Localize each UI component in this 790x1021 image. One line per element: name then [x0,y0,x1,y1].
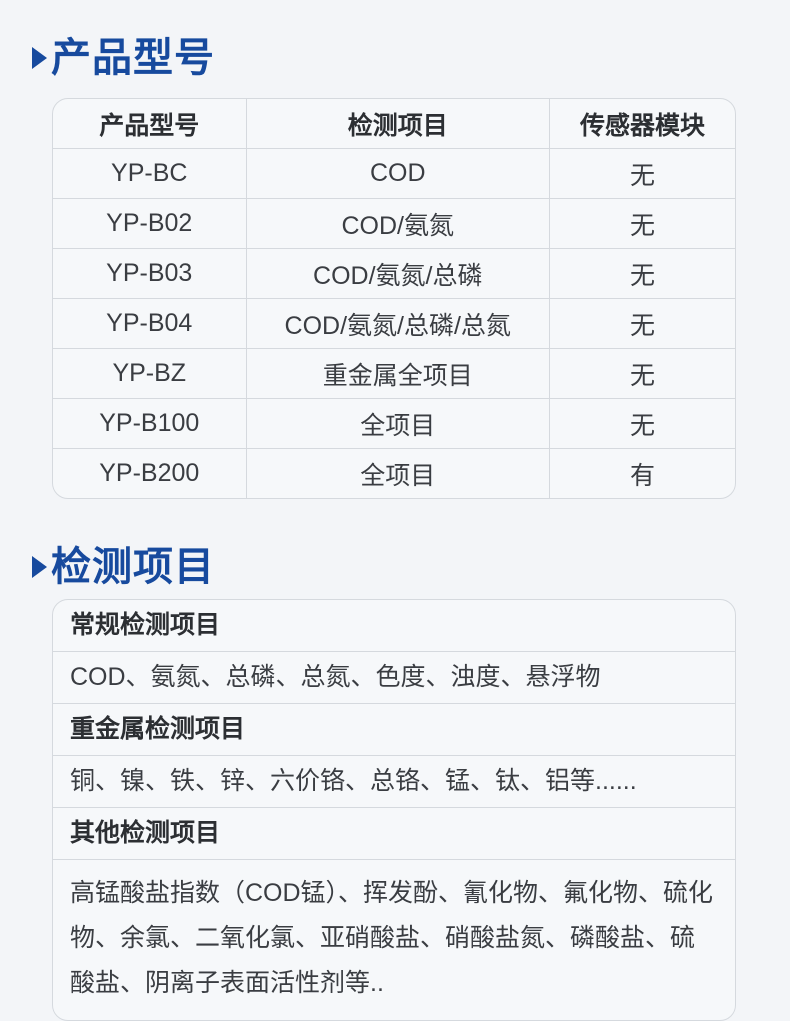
table-row: YP-BZ 重金属全项目 无 [53,348,735,399]
sensor-cell: 无 [549,198,735,249]
table-row: YP-B100 全项目 无 [53,398,735,449]
detection-cell: 全项目 [246,398,550,449]
column-header-model: 产品型号 [53,99,247,149]
table-row: YP-B200 全项目 有 [53,448,735,498]
model-cell: YP-B02 [53,198,247,249]
triangle-bullet-icon [32,556,47,578]
model-cell: YP-B200 [53,448,247,498]
detection-cell: COD/氨氮/总磷/总氮 [246,298,550,349]
page-title-product-models: 产品型号 [51,36,215,80]
table-row: YP-BC COD 无 [53,148,735,199]
group-items-other: 高锰酸盐指数（COD锰）、挥发酚、氰化物、氟化物、硫化物、余氯、二氧化氯、亚硝酸… [70,879,714,997]
detection-cell: COD/氨氮 [246,198,550,249]
page-title-detection-items: 检测项目 [51,545,215,589]
section-header-product-models: 产品型号 [32,0,790,80]
detection-cell: COD/氨氮/总磷 [246,248,550,299]
sensor-cell: 无 [549,248,735,299]
model-cell: YP-B100 [53,398,247,449]
group-items-heavy-metal: 铜、镍、铁、锌、六价铬、总铬、锰、钛、铝等...... [53,756,735,808]
model-cell: YP-BZ [53,348,247,399]
model-cell: YP-B03 [53,248,247,299]
group-label-other: 其他检测项目 [53,808,735,860]
table-row: YP-B02 COD/氨氮 无 [53,198,735,249]
group-items-regular: COD、氨氮、总磷、总氮、色度、浊度、悬浮物 [53,652,735,704]
sensor-cell: 无 [549,348,735,399]
table-row: YP-B04 COD/氨氮/总磷/总氮 无 [53,298,735,349]
product-model-table: 产品型号 检测项目 传感器模块 YP-BC COD 无 YP-B02 COD/氨… [52,98,736,499]
detection-cell: 全项目 [246,448,550,498]
section-header-detection-items: 检测项目 [32,545,790,589]
triangle-bullet-icon [32,47,47,69]
group-label-regular: 常规检测项目 [53,600,735,652]
detection-cell: COD [246,148,550,199]
model-cell: YP-B04 [53,298,247,349]
sensor-cell: 有 [629,461,655,490]
column-header-sensor-module: 传感器模块 [549,99,735,149]
model-cell: YP-BC [53,148,247,199]
table-header-row: 产品型号 检测项目 传感器模块 [53,99,735,149]
sensor-cell: 无 [549,148,735,199]
group-label-heavy-metal: 重金属检测项目 [53,704,735,756]
sensor-cell: 无 [549,298,735,349]
table-row: YP-B03 COD/氨氮/总磷 无 [53,248,735,299]
column-header-detection-items: 检测项目 [246,99,550,149]
sensor-cell: 无 [549,398,735,449]
detection-items-panel: 常规检测项目 COD、氨氮、总磷、总氮、色度、浊度、悬浮物 重金属检测项目 铜、… [52,599,736,1021]
detection-cell: 重金属全项目 [246,348,550,399]
